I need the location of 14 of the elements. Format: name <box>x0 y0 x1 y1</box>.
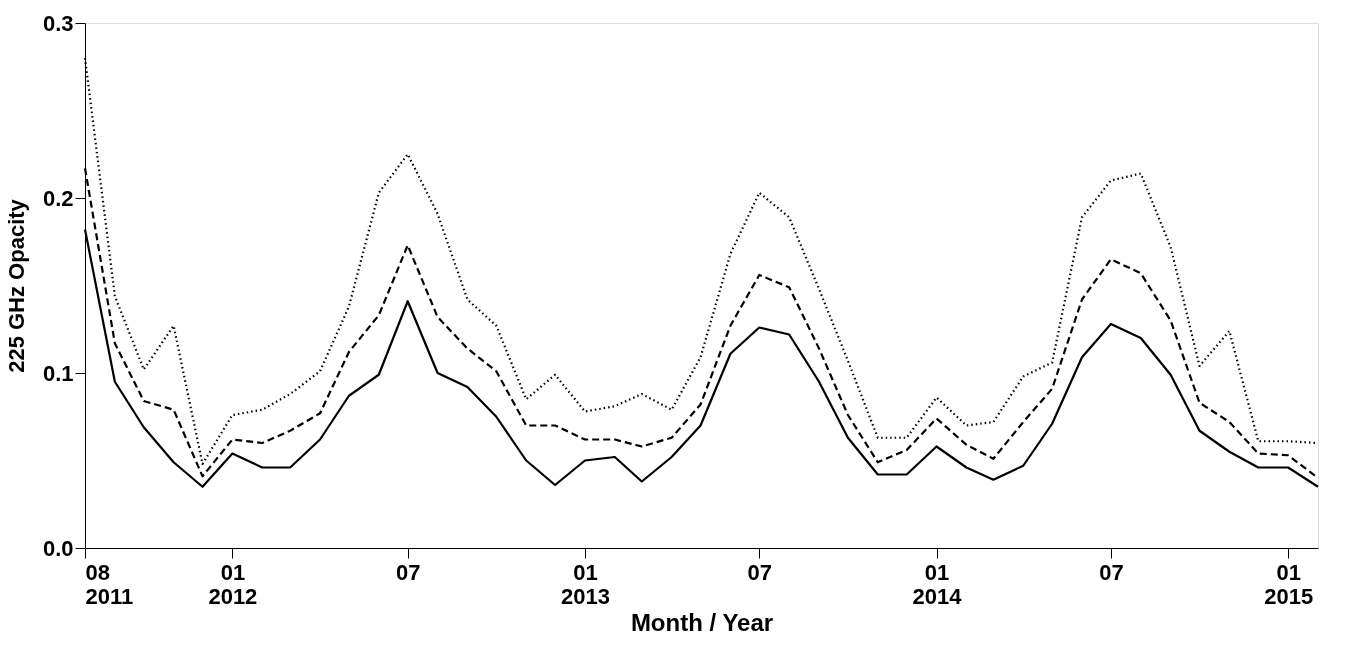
x-tick-label: 07 <box>1099 559 1124 585</box>
x-tick-label: 01 2014 <box>912 559 963 609</box>
x-tick-label: 07 <box>395 559 421 585</box>
x-tick-label: 01 2015 <box>1264 559 1314 609</box>
x-tick-label: 07 <box>747 559 773 585</box>
x-axis-title: Month / Year <box>630 608 774 636</box>
x-tick-label: 01 2012 <box>208 559 258 609</box>
x-tick-label: 08 2011 <box>85 559 134 609</box>
y-tick-label: 0.2 <box>42 185 74 211</box>
y-axis-title: 225 GHz Opacity <box>3 198 29 373</box>
y-tick-label: 0.0 <box>42 535 74 561</box>
y-tick-label: 0.1 <box>42 360 74 386</box>
y-tick-label: 0.3 <box>42 10 74 36</box>
x-tick-label: 01 2013 <box>560 559 610 609</box>
